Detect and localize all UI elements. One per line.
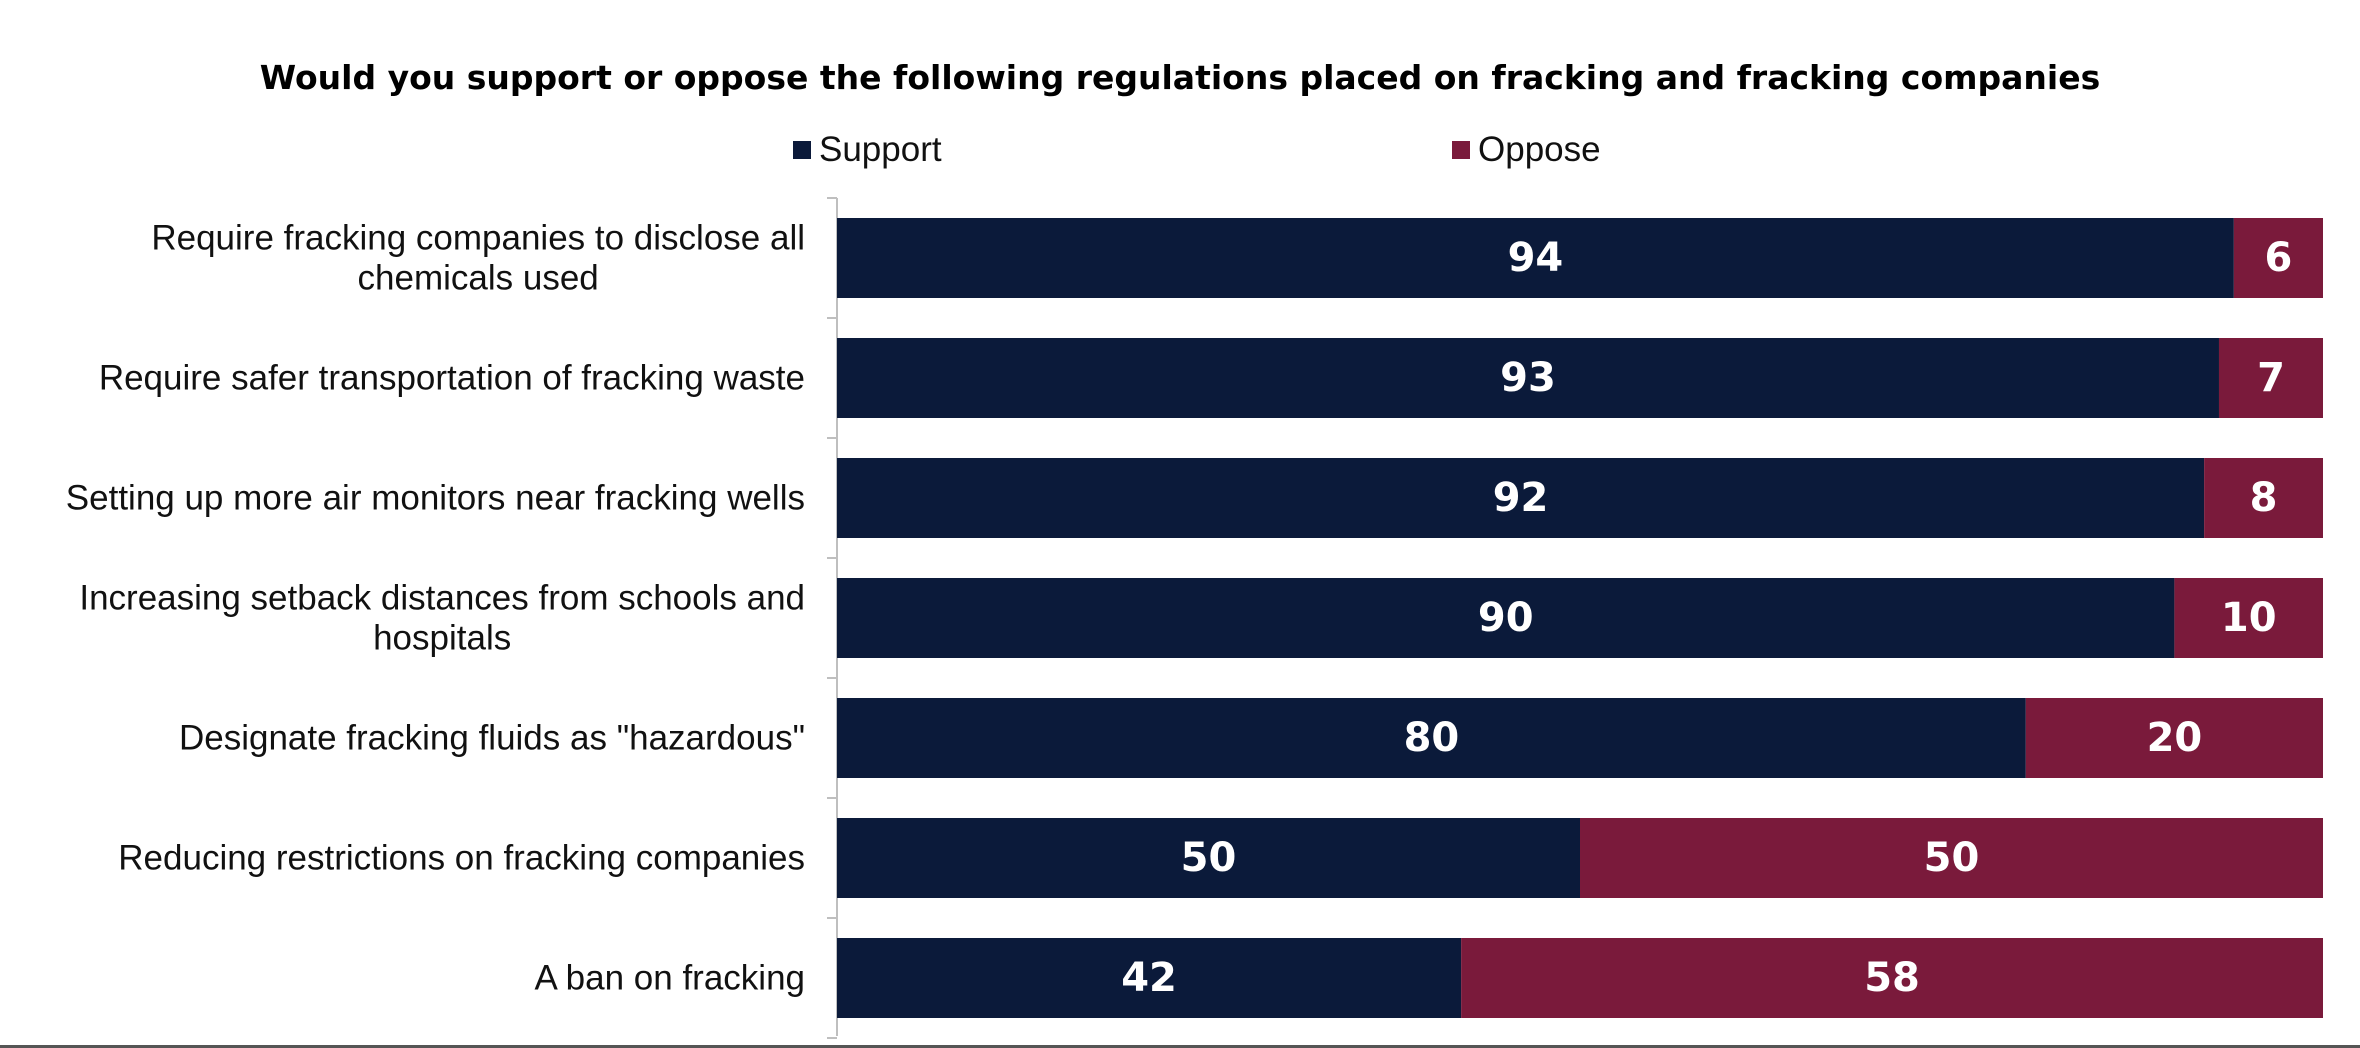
category-label-4: Increasing setback distances from school… <box>79 579 805 658</box>
legend-swatch-oppose <box>1452 141 1470 159</box>
legend-label-support: Support <box>819 130 942 169</box>
bottom-rule <box>0 1045 2360 1048</box>
data-label-support-5: 80 <box>1404 715 1460 761</box>
bar-support-3 <box>837 458 2205 538</box>
data-label-support-6: 50 <box>1181 835 1237 881</box>
bar-support-5 <box>837 698 2026 778</box>
chart-title: Would you support or oppose the followin… <box>259 58 2101 97</box>
bar-oppose-4 <box>2174 578 2323 658</box>
bar-oppose-6 <box>1580 818 2323 898</box>
data-label-oppose-1: 6 <box>2264 235 2292 281</box>
legend-label-oppose: Oppose <box>1478 130 1601 169</box>
category-label-1: Require fracking companies to disclose a… <box>151 219 805 298</box>
legend-item-oppose: Oppose <box>1452 128 1601 172</box>
bar-support-1 <box>837 218 2234 298</box>
category-label-3: Setting up more air monitors near fracki… <box>66 479 805 518</box>
data-label-oppose-3: 8 <box>2250 475 2278 521</box>
category-label-2: Require safer transportation of fracking… <box>99 359 805 398</box>
bar-support-2 <box>837 338 2219 418</box>
data-label-support-3: 92 <box>1493 475 1549 521</box>
category-label-5: Designate fracking fluids as "hazardous" <box>179 719 805 758</box>
bar-oppose-3 <box>2204 458 2323 538</box>
data-label-oppose-6: 50 <box>1924 835 1980 881</box>
bar-oppose-7 <box>1461 938 2323 1018</box>
bar-support-4 <box>837 578 2175 658</box>
data-label-oppose-2: 7 <box>2257 355 2285 401</box>
data-label-support-2: 93 <box>1500 355 1556 401</box>
data-label-support-1: 94 <box>1508 235 1564 281</box>
bar-support-7 <box>837 938 1462 1018</box>
legend-item-support: Support <box>793 128 942 172</box>
data-label-support-4: 90 <box>1478 595 1534 641</box>
bar-support-6 <box>837 818 1580 898</box>
bar-oppose-2 <box>2218 338 2323 418</box>
legend-swatch-support <box>793 141 811 159</box>
bar-oppose-5 <box>2025 698 2323 778</box>
data-label-oppose-5: 20 <box>2147 715 2203 761</box>
bar-oppose-1 <box>2233 218 2323 298</box>
data-label-support-7: 42 <box>1121 955 1177 1001</box>
data-label-oppose-4: 10 <box>2221 595 2277 641</box>
data-label-oppose-7: 58 <box>1864 955 1920 1001</box>
category-label-6: Reducing restrictions on fracking compan… <box>118 839 805 878</box>
category-label-7: A ban on fracking <box>535 959 805 998</box>
